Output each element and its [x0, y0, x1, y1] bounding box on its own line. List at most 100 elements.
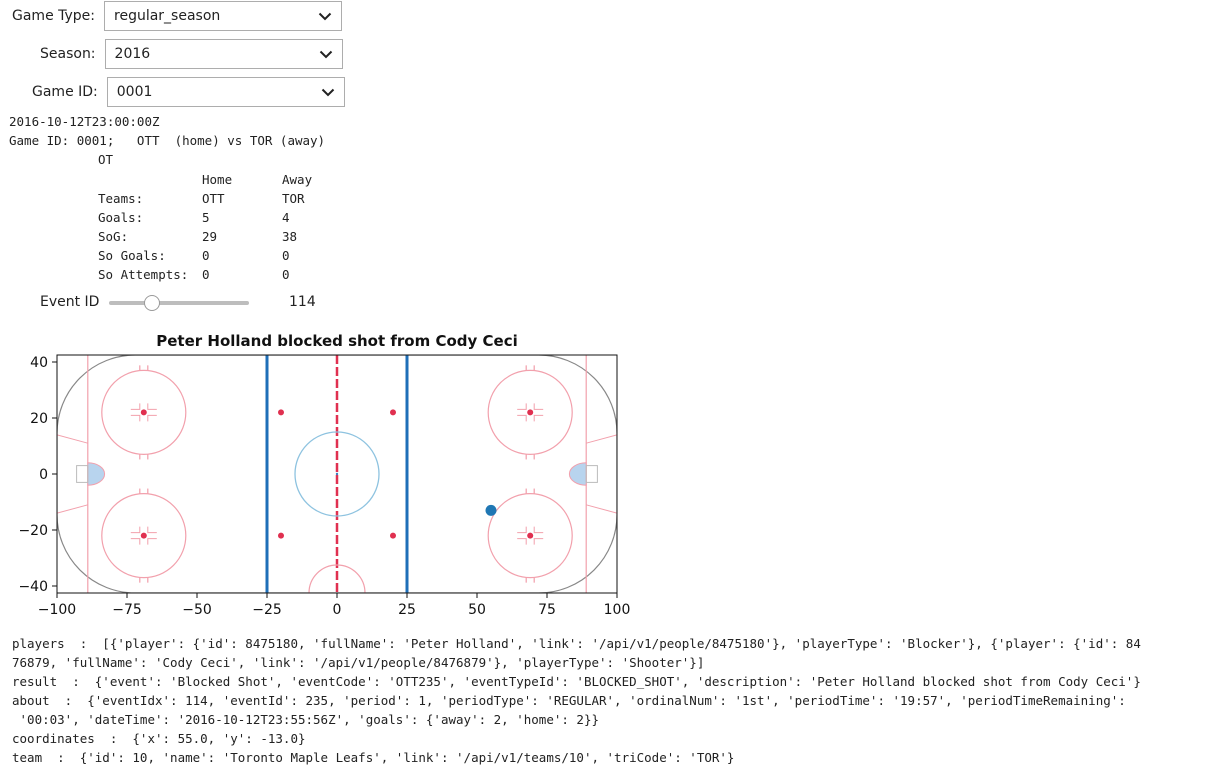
event-id-slider[interactable] [109, 295, 249, 311]
faceoff-marker [517, 403, 527, 410]
stats-row-home: 29 [202, 229, 218, 244]
faceoff-dot [390, 532, 396, 539]
stats-row-label: Teams: [98, 191, 144, 206]
about-line: about : {'eventIdx': 114, 'eventId': 235… [12, 693, 1126, 708]
y-axis: −40 −20 0 20 40 [18, 355, 57, 595]
referee-crease [308, 564, 366, 593]
game-id-control: Game ID: 0001 [32, 77, 345, 107]
game-id-value: 0001 [116, 84, 153, 100]
event-id-label: Event ID [40, 294, 100, 310]
center-circle [294, 431, 380, 517]
stats-row-label: Goals: [98, 210, 144, 225]
y-tick-label: 20 [30, 411, 48, 427]
stats-row-away: 0 [282, 267, 290, 282]
x-tick-label: −50 [182, 602, 212, 618]
faceoff-marker [533, 526, 544, 534]
stats-row-home: 0 [202, 267, 210, 282]
game-type-label: Game Type: [12, 8, 96, 24]
faceoff-marker [147, 538, 157, 545]
rink-boards [57, 355, 617, 593]
x-tick-label: −100 [38, 602, 76, 618]
faceoff-dot [390, 409, 396, 416]
faceoff-marker [147, 526, 157, 534]
faceoff-marker [130, 414, 141, 422]
stats-row-home: OTT [202, 191, 225, 206]
x-tick-label: −75 [112, 602, 142, 618]
event-id-value: 114 [289, 294, 316, 310]
y-tick-label: 0 [39, 467, 48, 483]
event-id-slider-thumb[interactable] [144, 295, 161, 311]
y-tick-label: −40 [18, 579, 48, 595]
faceoff-dot [527, 532, 534, 539]
players-line: players : [{'player': {'id': 8475180, 'f… [12, 636, 1141, 651]
coordinates-line: coordinates : {'x': 55.0, 'y': -13.0} [12, 731, 306, 746]
stats-row-label: So Goals: [98, 248, 166, 263]
faceoff-marker [130, 403, 141, 410]
trapezoid-line [57, 434, 88, 444]
center-dot [335, 472, 339, 476]
game-type-control: Game Type: regular_season [12, 1, 343, 31]
x-tick-label: 100 [604, 602, 631, 618]
faceoff-dot [140, 409, 147, 416]
players-line-cont: 76879, 'fullName': 'Cody Ceci', 'link': … [12, 655, 705, 670]
x-tick-label: 25 [398, 602, 416, 618]
faceoff-marker [517, 526, 527, 534]
game-summary: Game ID: 0001; OTT (home) vs TOR (away) [9, 133, 326, 148]
rink-chart: Peter Holland blocked shot from Cody Cec… [18, 332, 631, 618]
season-label: Season: [40, 46, 96, 62]
x-tick-label: −25 [252, 602, 282, 618]
faceoff-dot [278, 532, 284, 539]
faceoff-marker [130, 538, 141, 545]
faceoff-dot [140, 532, 147, 539]
y-tick-label: 40 [30, 355, 48, 371]
faceoff-dot [527, 409, 534, 416]
season-select[interactable]: 2016 [104, 39, 343, 69]
chevron-down-icon [319, 50, 332, 59]
game-status: OT [98, 152, 114, 167]
stats-row-away: 38 [282, 229, 298, 244]
faceoff-marker [517, 538, 527, 545]
faceoff-marker [130, 526, 141, 534]
faceoff-marker [147, 403, 157, 410]
season-value: 2016 [114, 46, 151, 62]
game-id-select[interactable]: 0001 [106, 77, 345, 107]
stats-row-away: TOR [282, 191, 305, 206]
stats-row-home: 0 [202, 248, 210, 263]
stats-header-home: Home [202, 172, 233, 187]
faceoff-marker [517, 414, 527, 422]
faceoff-dot [278, 409, 284, 416]
faceoff-circle [101, 493, 187, 579]
x-axis: −100 −75 −50 −25 0 25 50 75 100 [38, 593, 631, 618]
season-control: Season: 2016 [40, 39, 343, 69]
faceoff-circle [487, 369, 573, 456]
x-tick-label: 50 [468, 602, 486, 618]
chevron-down-icon [318, 12, 332, 21]
chevron-down-icon [321, 88, 334, 97]
goal-crease [568, 462, 587, 486]
stats-header-away: Away [282, 172, 313, 187]
goal-net [76, 465, 89, 483]
about-line-cont: '00:03', 'dateTime': '2016-10-12T23:55:5… [12, 712, 599, 727]
stats-row-home: 5 [202, 210, 210, 225]
goal-crease [87, 462, 106, 486]
result-line: result : {'event': 'Blocked Shot', 'even… [12, 674, 1141, 689]
x-tick-label: 75 [538, 602, 556, 618]
stats-row-label: SoG: [98, 229, 129, 244]
y-tick-label: −20 [18, 523, 48, 539]
game-type-value: regular_season [114, 8, 221, 24]
stats-row-label: So Attempts: [98, 267, 189, 282]
faceoff-circle [487, 493, 573, 579]
hockey-rink [57, 355, 617, 593]
stats-row-away: 0 [282, 248, 290, 263]
x-tick-label: 0 [333, 602, 342, 618]
stats-row-away: 4 [282, 210, 290, 225]
game-type-select[interactable]: regular_season [104, 1, 343, 31]
goal-net [585, 465, 598, 483]
game-datetime: 2016-10-12T23:00:00Z [9, 114, 160, 129]
team-line: team : {'id': 10, 'name': 'Toronto Maple… [12, 750, 735, 765]
event-points [485, 504, 497, 516]
chart-title: Peter Holland blocked shot from Cody Cec… [156, 332, 517, 350]
faceoff-marker [147, 414, 157, 422]
game-id-label: Game ID: [32, 84, 98, 100]
event-point [485, 504, 497, 516]
